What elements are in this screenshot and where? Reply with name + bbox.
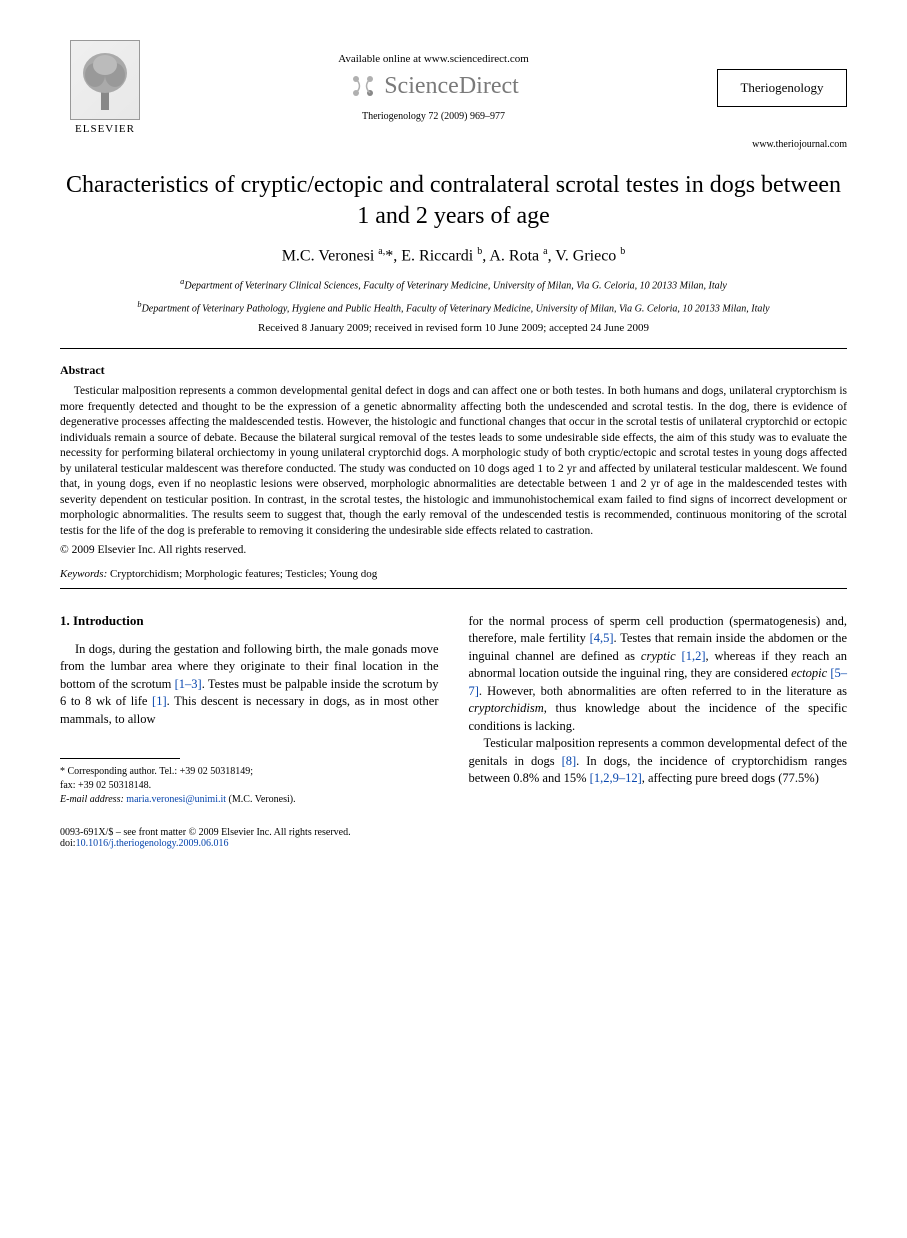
journal-url[interactable]: www.theriojournal.com bbox=[60, 139, 847, 150]
publisher-logo-block: ELSEVIER bbox=[60, 40, 150, 135]
header-center: Available online at www.sciencedirect.co… bbox=[150, 53, 717, 122]
journal-citation: Theriogenology 72 (2009) 969–977 bbox=[362, 111, 505, 122]
page-footer: 0093-691X/$ – see front matter © 2009 El… bbox=[60, 827, 847, 849]
footer-left: 0093-691X/$ – see front matter © 2009 El… bbox=[60, 827, 351, 849]
journal-header: ELSEVIER Available online at www.science… bbox=[60, 40, 847, 135]
footnote-fax: fax: +39 02 50318148. bbox=[60, 779, 439, 793]
journal-cover-block: Theriogenology bbox=[717, 69, 847, 107]
elsevier-tree-icon bbox=[70, 40, 140, 120]
available-online-text: Available online at www.sciencedirect.co… bbox=[338, 53, 529, 65]
footnote-email-line: E-mail address: maria.veronesi@unimi.it … bbox=[60, 793, 439, 807]
email-label: E-mail address: bbox=[60, 794, 124, 805]
corresponding-author-footnote: * Corresponding author. Tel.: +39 02 503… bbox=[60, 765, 439, 807]
affiliation-a: aDepartment of Veterinary Clinical Scien… bbox=[60, 276, 847, 293]
sciencedirect-icon bbox=[348, 71, 378, 101]
article-dates: Received 8 January 2009; received in rev… bbox=[60, 322, 847, 334]
right-column: for the normal process of sperm cell pro… bbox=[469, 613, 848, 808]
intro-paragraph-3: Testicular malposition represents a comm… bbox=[469, 735, 848, 788]
doi-line: doi:10.1016/j.theriogenology.2009.06.016 bbox=[60, 838, 351, 849]
doi-link[interactable]: 10.1016/j.theriogenology.2009.06.016 bbox=[76, 838, 229, 849]
doi-label: doi: bbox=[60, 838, 76, 849]
section-heading-intro: 1. Introduction bbox=[60, 613, 439, 629]
divider bbox=[60, 588, 847, 589]
body-columns: 1. Introduction In dogs, during the gest… bbox=[60, 613, 847, 808]
author-email-link[interactable]: maria.veronesi@unimi.it bbox=[126, 794, 226, 805]
email-suffix: (M.C. Veronesi). bbox=[226, 794, 296, 805]
elsevier-label: ELSEVIER bbox=[75, 123, 135, 135]
affiliation-b: bDepartment of Veterinary Pathology, Hyg… bbox=[60, 299, 847, 316]
page-title: Characteristics of cryptic/ectopic and c… bbox=[60, 170, 847, 232]
keywords-label: Keywords: bbox=[60, 568, 107, 580]
keywords: Keywords: Cryptorchidism; Morphologic fe… bbox=[60, 568, 847, 580]
footnote-tel: * Corresponding author. Tel.: +39 02 503… bbox=[60, 765, 439, 779]
sciencedirect-text: ScienceDirect bbox=[384, 73, 519, 100]
authors: M.C. Veronesi a,*, E. Riccardi b, A. Rot… bbox=[60, 246, 847, 265]
divider bbox=[60, 348, 847, 349]
journal-box: Theriogenology bbox=[717, 69, 847, 107]
left-column: 1. Introduction In dogs, during the gest… bbox=[60, 613, 439, 808]
sciencedirect-brand: ScienceDirect bbox=[348, 71, 519, 101]
intro-paragraph-1: In dogs, during the gestation and follow… bbox=[60, 641, 439, 729]
footnote-separator bbox=[60, 758, 180, 759]
keywords-text: Cryptorchidism; Morphologic features; Te… bbox=[107, 568, 377, 580]
intro-paragraph-2: for the normal process of sperm cell pro… bbox=[469, 613, 848, 736]
abstract-copyright: © 2009 Elsevier Inc. All rights reserved… bbox=[60, 544, 847, 556]
journal-name: Theriogenology bbox=[726, 80, 838, 96]
abstract-heading: Abstract bbox=[60, 363, 847, 378]
abstract-body: Testicular malposition represents a comm… bbox=[60, 384, 847, 539]
front-matter-line: 0093-691X/$ – see front matter © 2009 El… bbox=[60, 827, 351, 838]
